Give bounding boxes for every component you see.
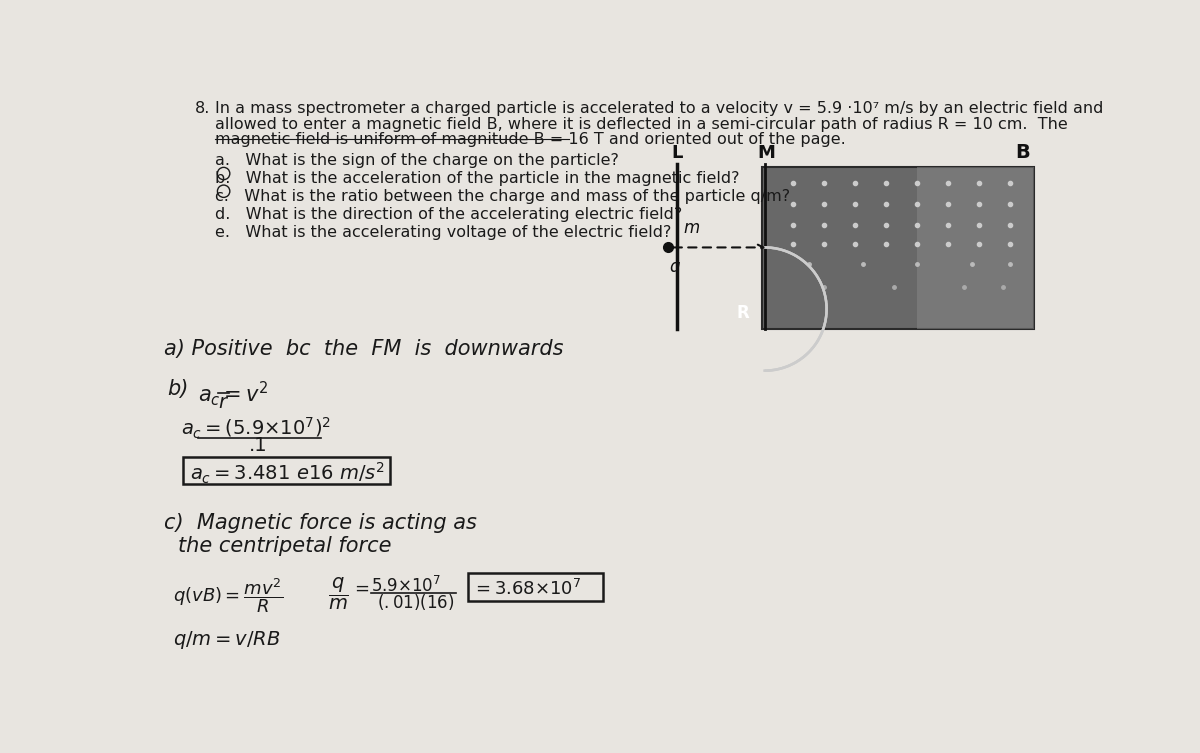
Text: .1: .1 bbox=[250, 436, 268, 455]
Text: c)  Magnetic force is acting as: c) Magnetic force is acting as bbox=[164, 513, 476, 533]
Text: $\dfrac{q}{m}$: $\dfrac{q}{m}$ bbox=[329, 576, 349, 612]
Text: R: R bbox=[737, 304, 749, 322]
Bar bbox=[182, 457, 390, 484]
Text: the centripetal force: the centripetal force bbox=[178, 536, 391, 556]
Text: $(.01)(16)$: $(.01)(16)$ bbox=[377, 592, 455, 611]
Bar bbox=[917, 167, 1033, 329]
Text: e.   What is the accelerating voltage of the electric field?: e. What is the accelerating voltage of t… bbox=[215, 225, 672, 240]
Bar bbox=[762, 167, 1033, 329]
Text: b): b) bbox=[167, 379, 188, 399]
Text: B: B bbox=[1015, 143, 1031, 162]
Text: 8.: 8. bbox=[194, 101, 210, 116]
Text: allowed to enter a magnetic field B, where it is deflected in a semi-circular pa: allowed to enter a magnetic field B, whe… bbox=[215, 117, 1068, 132]
Text: L: L bbox=[671, 144, 683, 162]
Text: $5.9{\times}10^7$: $5.9{\times}10^7$ bbox=[371, 576, 442, 596]
Text: d.   What is the direction of the accelerating electric field?: d. What is the direction of the accelera… bbox=[215, 207, 683, 222]
Text: m: m bbox=[683, 218, 700, 236]
Text: $a_c = v^2$: $a_c = v^2$ bbox=[198, 379, 269, 408]
Text: $a_c = (5.9{\times}10^7)^2$: $a_c = (5.9{\times}10^7)^2$ bbox=[181, 416, 331, 441]
Bar bbox=[468, 573, 604, 601]
Text: $a_c = 3.481\ e16\ m/s^2$: $a_c = 3.481\ e16\ m/s^2$ bbox=[191, 461, 385, 486]
Text: a.   What is the sign of the charge on the particle?: a. What is the sign of the charge on the… bbox=[215, 154, 619, 169]
Text: magnetic field is uniform of magnitude B = 16 T and oriented out of the page.: magnetic field is uniform of magnitude B… bbox=[215, 132, 846, 147]
Text: r: r bbox=[218, 393, 226, 412]
Text: $q/m = v/RB$: $q/m = v/RB$ bbox=[173, 629, 281, 651]
Text: q: q bbox=[670, 258, 679, 276]
Text: In a mass spectrometer a charged particle is accelerated to a velocity v = 5.9 ·: In a mass spectrometer a charged particl… bbox=[215, 101, 1104, 116]
Text: $q(vB) = \dfrac{mv^2}{R}$: $q(vB) = \dfrac{mv^2}{R}$ bbox=[173, 576, 283, 615]
Text: a) Positive  bc  the  FM  is  downwards: a) Positive bc the FM is downwards bbox=[164, 339, 564, 359]
Text: c.   What is the ratio between the charge and mass of the particle q/m?: c. What is the ratio between the charge … bbox=[215, 189, 791, 204]
Text: M: M bbox=[757, 144, 775, 162]
Text: =: = bbox=[355, 580, 376, 598]
Text: $= 3.68 {\times} 10^7$: $= 3.68 {\times} 10^7$ bbox=[473, 579, 582, 599]
Text: b.   What is the acceleration of the particle in the magnetic field?: b. What is the acceleration of the parti… bbox=[215, 171, 739, 186]
